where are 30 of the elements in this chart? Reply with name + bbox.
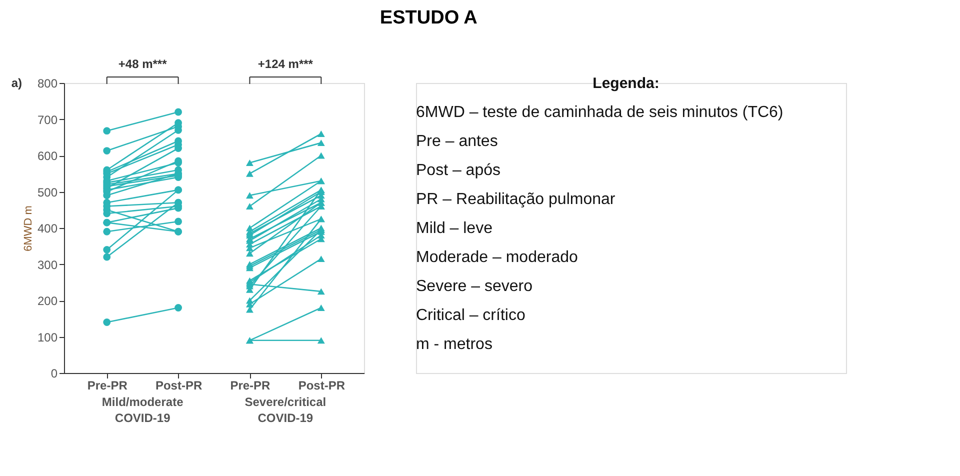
text: Legenda:: [592, 75, 660, 92]
y-tick-label: 400: [37, 222, 58, 236]
y-tick-label: 500: [37, 185, 58, 200]
text: +48 m***: [118, 57, 168, 71]
y-tick-label: 0: [50, 366, 58, 380]
text: Pre – antes: [416, 133, 498, 150]
x-tick-label: Pre-PR: [87, 378, 128, 392]
text: Mild – leve: [416, 220, 493, 237]
y-tick-label: 700: [37, 112, 58, 127]
y-tick-label: 600: [37, 149, 58, 163]
text: 6MWD – teste de caminhada de seis minutos (TC6): [416, 104, 784, 121]
text: PR – Reabilitação pulmonar: [416, 191, 616, 208]
y-tick-label: 300: [37, 258, 58, 272]
text: ESTUDO A: [380, 8, 478, 28]
y-tick-label: 800: [37, 76, 58, 90]
text: +124 m***: [258, 57, 314, 71]
x-tick-label: Post-PR: [155, 378, 202, 392]
text: Severe/critical COVID-19: [244, 395, 326, 425]
text: m - metros: [416, 336, 492, 353]
text: Moderade – moderado: [416, 249, 578, 266]
x-tick-label: Post-PR: [298, 378, 346, 392]
text: Mild/moderate COVID-19: [102, 395, 184, 425]
text: a): [11, 76, 22, 90]
y-axis-title: 6MWD m: [22, 206, 34, 252]
text: Severe – severo: [416, 278, 533, 295]
y-tick-label: 200: [37, 294, 58, 308]
text: Critical – crítico: [416, 307, 526, 324]
x-tick-label: Pre-PR: [230, 378, 271, 392]
y-tick-label: 100: [37, 330, 58, 344]
text: Post – após: [416, 162, 500, 179]
